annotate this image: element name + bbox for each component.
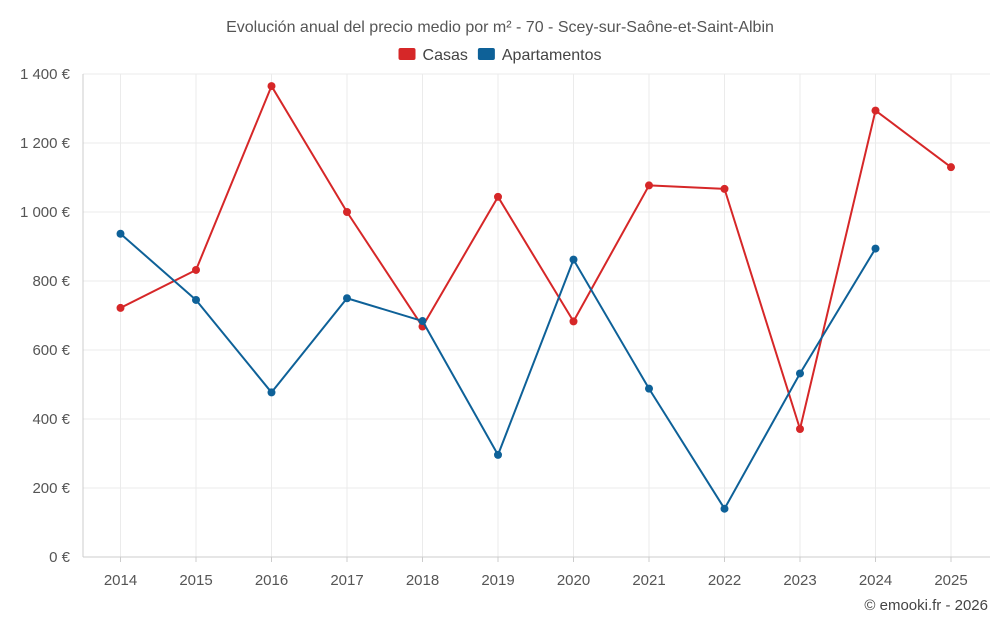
data-point-apartamentos[interactable] [494,450,502,459]
x-tick-label: 2022 [708,572,741,589]
data-point-apartamentos[interactable] [569,255,578,264]
data-point-casas[interactable] [947,163,955,172]
x-tick-label: 2021 [632,572,665,589]
x-tick-label: 2020 [557,572,590,589]
data-point-apartamentos[interactable] [343,294,351,303]
data-point-apartamentos[interactable] [645,384,653,393]
chart-title: Evolución anual del precio medio por m² … [226,19,774,36]
y-tick-label: 200 € [32,480,70,497]
y-tick-label: 0 € [49,549,71,566]
data-point-casas[interactable] [645,181,653,190]
x-tick-label: 2018 [406,572,439,589]
grid [83,73,990,557]
data-point-casas[interactable] [494,192,502,201]
data-point-casas[interactable] [343,208,351,216]
legend-swatch [398,48,416,60]
data-point-casas[interactable] [267,82,276,91]
y-tick-label: 800 € [32,273,70,290]
legend[interactable]: Casas Apartamentos [398,47,602,64]
y-tick-label: 600 € [32,342,70,359]
data-point-casas[interactable] [192,265,200,274]
x-tick-label: 2016 [255,572,288,589]
x-tick-label: 2024 [859,572,892,589]
data-point-casas[interactable] [569,317,578,326]
data-point-casas[interactable] [116,303,125,312]
legend-item-casas[interactable]: Casas [398,47,468,64]
credit-text: © emooki.fr - 2026 [864,597,988,614]
data-point-casas[interactable] [871,106,880,115]
x-tick-label: 2023 [783,572,816,589]
series-line-casas [120,85,952,431]
legend-swatch [477,48,495,60]
data-point-casas[interactable] [720,184,729,193]
x-tick-label: 2025 [934,572,967,589]
x-tick-label: 2017 [330,572,363,589]
data-point-apartamentos[interactable] [267,388,276,397]
series-apartamentos [116,229,880,513]
x-tick-label: 2014 [104,572,137,589]
y-tick-label: 1 200 € [20,135,71,152]
y-tick-label: 1 400 € [20,66,71,83]
data-point-apartamentos[interactable] [796,369,804,378]
axes: 0 € 200 € 400 € 600 € 800 € 1 000 € 1 200 € 1 4… [20,66,990,589]
x-tick-label: 2019 [481,572,514,589]
data-point-apartamentos[interactable] [116,229,125,238]
x-tick-label: 2015 [179,572,212,589]
y-tick-label: 1 000 € [20,204,71,221]
legend-label: Casas [423,47,468,64]
legend-label: Apartamentos [502,47,602,64]
data-point-apartamentos[interactable] [192,295,200,304]
data-point-apartamentos[interactable] [418,317,427,326]
series-casas [116,82,955,434]
data-point-casas[interactable] [796,425,804,434]
data-point-apartamentos[interactable] [720,504,729,513]
data-point-apartamentos[interactable] [871,244,880,253]
y-tick-label: 400 € [32,411,70,428]
legend-item-apartamentos[interactable]: Apartamentos [477,47,602,64]
series-layer [116,82,955,513]
